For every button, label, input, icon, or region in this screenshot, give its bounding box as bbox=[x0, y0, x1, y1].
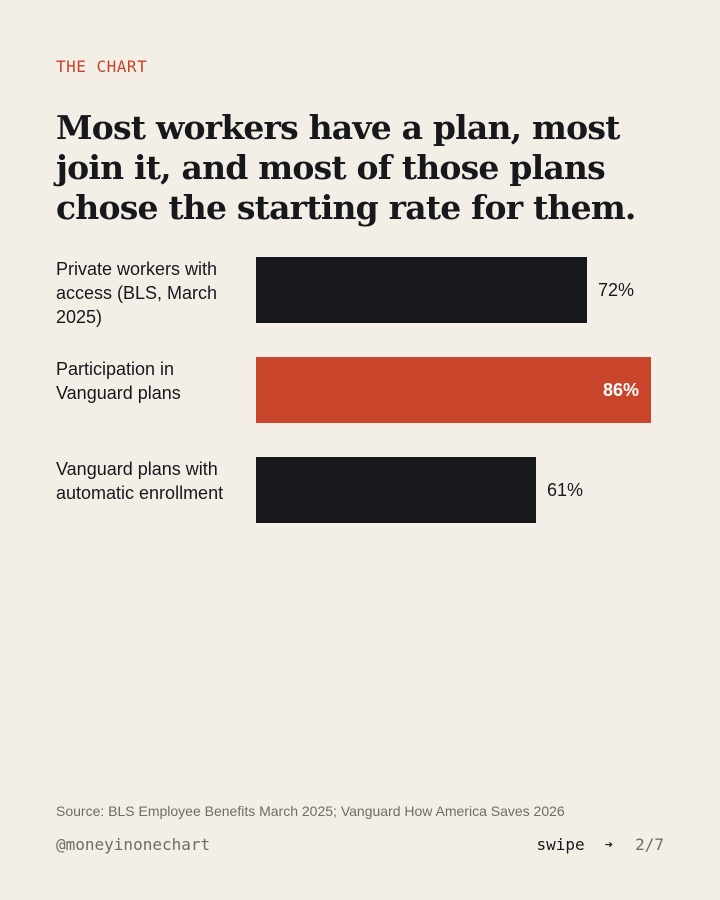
value-label: 86% bbox=[602, 380, 639, 400]
bar bbox=[256, 257, 587, 323]
category-label: Participation in Vanguard plans bbox=[56, 359, 181, 403]
category-label: Private workers with access (BLS, March … bbox=[56, 259, 218, 327]
swipe-label: swipe bbox=[536, 835, 585, 854]
source-note: Source: BLS Employee Benefits March 2025… bbox=[56, 803, 565, 819]
bar bbox=[256, 457, 536, 523]
chart-title: Most workers have a plan, most join it, … bbox=[56, 108, 636, 227]
category-label: Vanguard plans with automatic enrollment bbox=[56, 459, 224, 503]
swipe-nav[interactable]: swipe ➔ 2/7 bbox=[536, 835, 664, 854]
bar bbox=[256, 357, 651, 423]
value-label: 72% bbox=[598, 280, 635, 300]
right-arrow-icon: ➔ bbox=[604, 836, 614, 853]
kicker: THE CHART bbox=[56, 57, 148, 76]
value-label: 61% bbox=[547, 480, 584, 500]
page-indicator: 2/7 bbox=[635, 835, 664, 854]
account-handle[interactable]: @moneyinonechart bbox=[56, 835, 211, 854]
